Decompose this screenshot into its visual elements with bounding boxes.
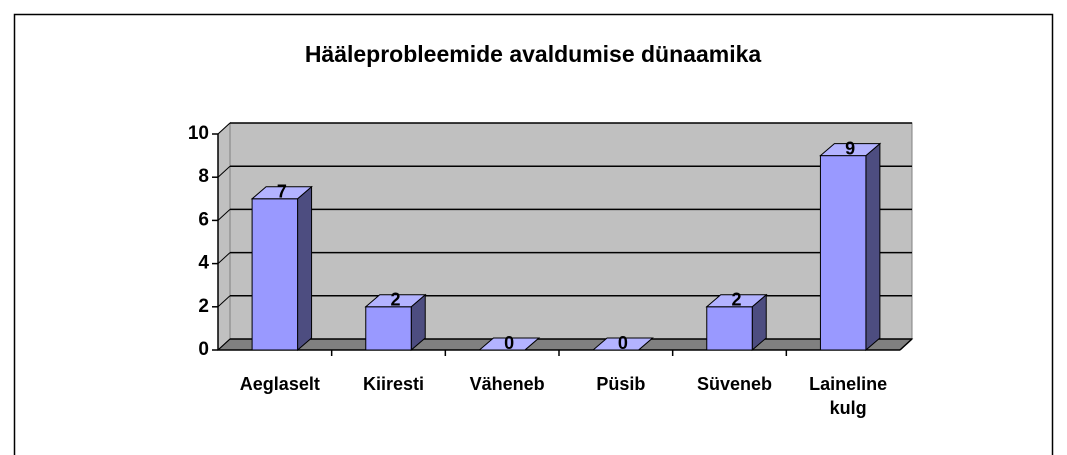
bar: [251, 198, 299, 351]
back-wall: [229, 122, 913, 340]
y-tick-label: 4: [198, 253, 209, 274]
data-label: 9: [845, 138, 855, 158]
data-label: 7: [277, 182, 287, 202]
floor: [216, 338, 914, 351]
grid-line: [217, 252, 231, 264]
grid-line: [217, 338, 231, 351]
bar: [706, 306, 753, 351]
y-tick-label: 6: [198, 209, 209, 230]
bar-top: [478, 337, 541, 351]
grid-line: [217, 122, 231, 135]
grid-line: [217, 295, 231, 308]
y-tick-label: 8: [198, 166, 209, 187]
bar-top: [819, 143, 882, 157]
x-tick-label: Püsib: [596, 374, 646, 394]
data-label: 0: [504, 333, 514, 353]
grid-line: [217, 209, 231, 221]
data-label: 2: [390, 290, 400, 310]
bar-top: [591, 337, 654, 351]
bar-side: [865, 142, 881, 352]
x-tick: [899, 338, 913, 351]
chart-title: Hääleprobleemide avaldumise dünaamika: [305, 41, 762, 67]
grid-line: [217, 165, 231, 178]
data-label: 2: [731, 290, 741, 310]
bar-side: [297, 185, 313, 352]
x-tick-label: Väheneb: [469, 374, 545, 394]
bar-top: [705, 294, 768, 308]
x-tick-label: Laineline kulg: [809, 374, 888, 418]
bar: [819, 155, 867, 351]
y-tick-label: 10: [188, 123, 209, 144]
y-tick-label: 0: [198, 339, 209, 360]
side-wall: [217, 121, 231, 352]
data-label: 0: [618, 333, 628, 353]
x-tick-label: Süveneb: [696, 374, 772, 394]
x-tick-label: Kiiresti: [362, 374, 424, 394]
bar-top: [250, 186, 313, 200]
bar: [365, 306, 412, 351]
y-tick-label: 2: [198, 296, 209, 317]
x-tick-label: Aeglaselt: [239, 374, 320, 394]
bar-top: [364, 294, 427, 308]
